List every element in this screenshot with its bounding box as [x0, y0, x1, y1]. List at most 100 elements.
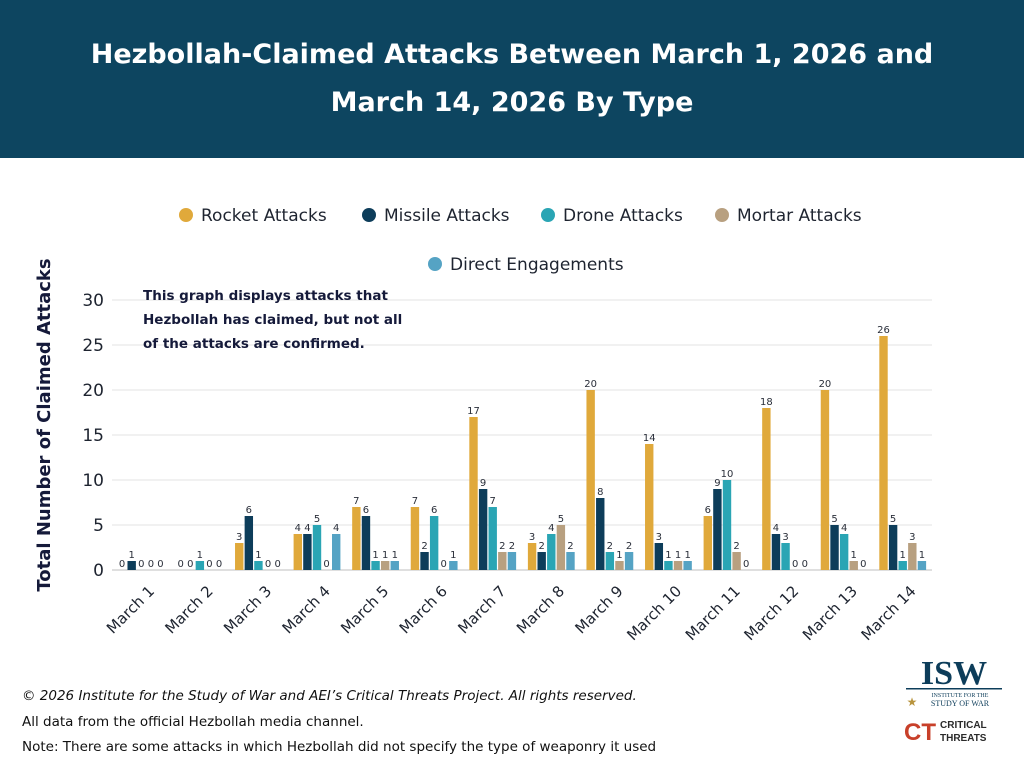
data-label: 0: [792, 559, 798, 570]
data-label: 0: [138, 559, 144, 570]
legend-label: Direct Engagements: [450, 255, 624, 275]
y-tick-label: 30: [82, 291, 104, 311]
data-label: 0: [148, 559, 154, 570]
data-label: 0: [323, 559, 329, 570]
data-label: 7: [490, 496, 496, 507]
data-label: 5: [558, 514, 564, 525]
data-label: 3: [909, 532, 915, 543]
bar: [390, 561, 399, 570]
bar: [488, 507, 497, 570]
bar: [235, 543, 244, 570]
bar: [624, 552, 634, 570]
y-tick-label: 15: [82, 426, 104, 446]
x-category-label: March 5: [337, 582, 392, 637]
chart-title-line-1: Hezbollah-Claimed Attacks Between March …: [90, 39, 934, 70]
data-label: 0: [265, 559, 271, 570]
data-label: 2: [607, 541, 613, 552]
title-banner: Hezbollah-Claimed Attacks Between March …: [0, 0, 1024, 158]
data-label: 1: [665, 550, 671, 561]
data-label: 4: [333, 523, 339, 534]
data-label: 6: [431, 505, 437, 516]
source-text: All data from the official Hezbollah med…: [22, 714, 364, 730]
bar: [352, 507, 361, 570]
bar: [586, 390, 595, 570]
bars: [127, 336, 927, 570]
bar: [713, 489, 722, 570]
copyright-text: © 2026 Institute for the Study of War an…: [22, 688, 637, 704]
data-label: 26: [877, 325, 890, 336]
data-label: 20: [819, 379, 832, 390]
note-text: Note: There are some attacks in which He…: [22, 739, 657, 755]
legend-label: Drone Attacks: [563, 206, 683, 226]
data-label: 2: [499, 541, 505, 552]
bar: [312, 525, 322, 570]
bar: [771, 534, 781, 570]
bar: [762, 408, 771, 570]
y-tick-label: 5: [93, 516, 104, 536]
data-label: 5: [890, 514, 896, 525]
bar: [879, 336, 888, 570]
legend-swatch: [362, 208, 376, 222]
bar: [556, 525, 566, 570]
bar: [361, 516, 371, 570]
data-label: 9: [714, 478, 720, 489]
bar: [888, 525, 898, 570]
data-label: 2: [509, 541, 515, 552]
bar: [498, 552, 507, 570]
data-label: 1: [900, 550, 906, 561]
bar: [645, 444, 654, 570]
data-label: 2: [421, 541, 427, 552]
bar: [332, 534, 341, 570]
data-label: 2: [626, 541, 632, 552]
bar: [547, 534, 556, 570]
bar: [371, 561, 380, 570]
x-category-label: March 9: [571, 582, 626, 637]
x-category-label: March 2: [161, 582, 216, 637]
ct-logo-text-1: CRITICAL: [940, 720, 987, 731]
ct-logo-mark: CT: [904, 719, 936, 746]
isw-logo-rule: [906, 688, 1002, 690]
x-category-label: March 4: [279, 582, 334, 637]
ct-logo-text-2: THREATS: [940, 733, 987, 744]
data-label: 3: [236, 532, 242, 543]
isw-logo-text: ISW: [921, 655, 987, 692]
bar: [615, 561, 624, 570]
bar: [820, 390, 830, 570]
bar: [254, 561, 263, 570]
data-label: 9: [480, 478, 486, 489]
bar: [917, 561, 927, 570]
legend-swatch: [428, 257, 442, 271]
data-label: 1: [382, 550, 388, 561]
data-label: 0: [177, 559, 183, 570]
bar: [839, 534, 849, 570]
x-category-label: March 1: [103, 582, 158, 637]
y-axis: 0 5 10 15 20 25 30: [82, 291, 104, 581]
data-label: 4: [295, 523, 301, 534]
x-category-label: March 6: [396, 582, 451, 637]
x-category-label: March 14: [858, 582, 920, 644]
data-label: 2: [538, 541, 544, 552]
data-label: 2: [567, 541, 573, 552]
bar: [429, 516, 439, 570]
data-label: 1: [675, 550, 681, 561]
isw-logo-subtitle-1: INSTITUTE FOR THE: [932, 693, 989, 699]
data-label: 0: [743, 559, 749, 570]
bar: [605, 552, 615, 570]
data-label: 6: [705, 505, 711, 516]
data-label: 17: [467, 406, 480, 417]
bar: [654, 543, 664, 570]
data-label: 3: [782, 532, 788, 543]
isw-logo-subtitle-2: STUDY OF WAR: [931, 699, 990, 708]
chart-annotation: This graph displays attacks that Hezboll…: [143, 284, 405, 356]
data-label: 1: [450, 550, 456, 561]
data-label: 5: [314, 514, 320, 525]
data-label: 1: [392, 550, 398, 561]
bar: [478, 489, 488, 570]
data-label: 0: [441, 559, 447, 570]
data-label: 3: [529, 532, 535, 543]
star-icon: ★: [907, 695, 918, 709]
legend-label: Missile Attacks: [384, 206, 510, 226]
y-tick-label: 25: [82, 336, 104, 356]
